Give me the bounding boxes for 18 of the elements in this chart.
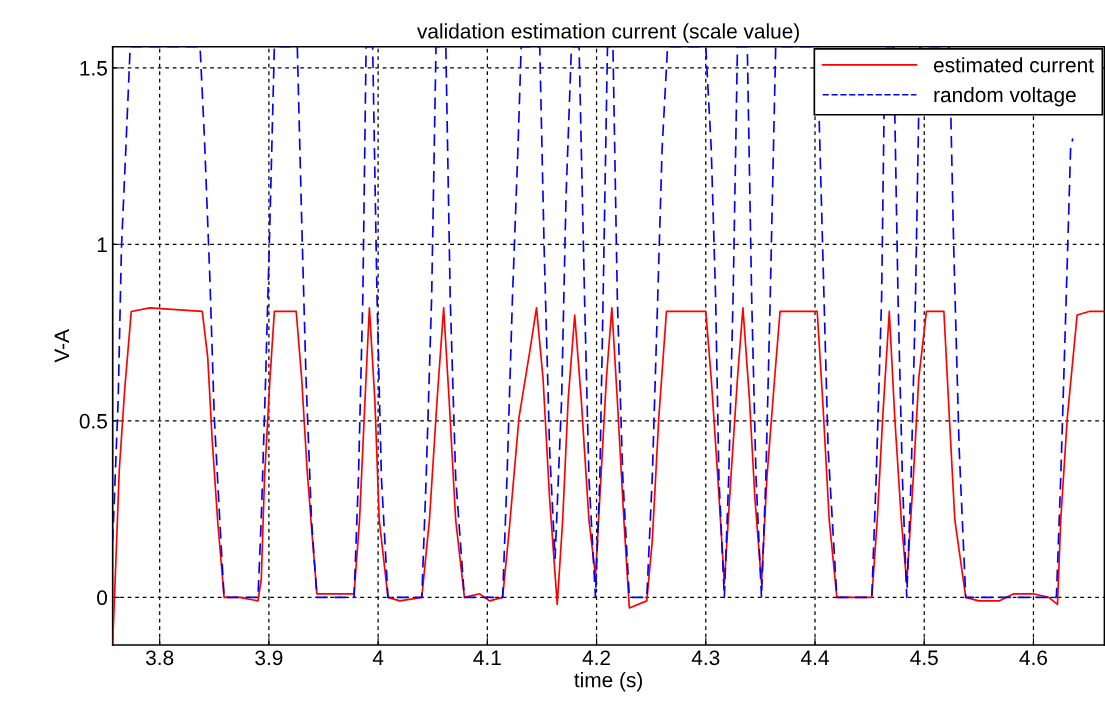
x-tick-label: 4.1 bbox=[473, 650, 501, 665]
x-tick-label: 3.8 bbox=[145, 650, 174, 666]
y-tick-label: 0.5 bbox=[79, 413, 107, 429]
legend-label: random voltage bbox=[934, 86, 1076, 107]
y-tick-label: 1.5 bbox=[80, 61, 107, 76]
x-tick-label: 4.5 bbox=[910, 650, 938, 666]
y-tick-label: 1 bbox=[97, 237, 107, 252]
x-tick-label: 4.3 bbox=[691, 650, 720, 666]
legend-label: estimated current bbox=[933, 57, 1094, 73]
x-axis-title: time (s) bbox=[574, 672, 643, 692]
y-tick-label: 0 bbox=[97, 590, 108, 606]
x-tick-label: 4.4 bbox=[801, 650, 829, 665]
chart-title: validation estimation current (scale value) bbox=[417, 23, 799, 43]
x-tick-label: 4.6 bbox=[1019, 650, 1048, 666]
x-tick-label: 4.2 bbox=[582, 650, 610, 665]
x-tick-label: 3.9 bbox=[255, 650, 283, 666]
x-tick-label: 4 bbox=[372, 650, 384, 665]
y-axis-title: V-A bbox=[54, 329, 70, 363]
